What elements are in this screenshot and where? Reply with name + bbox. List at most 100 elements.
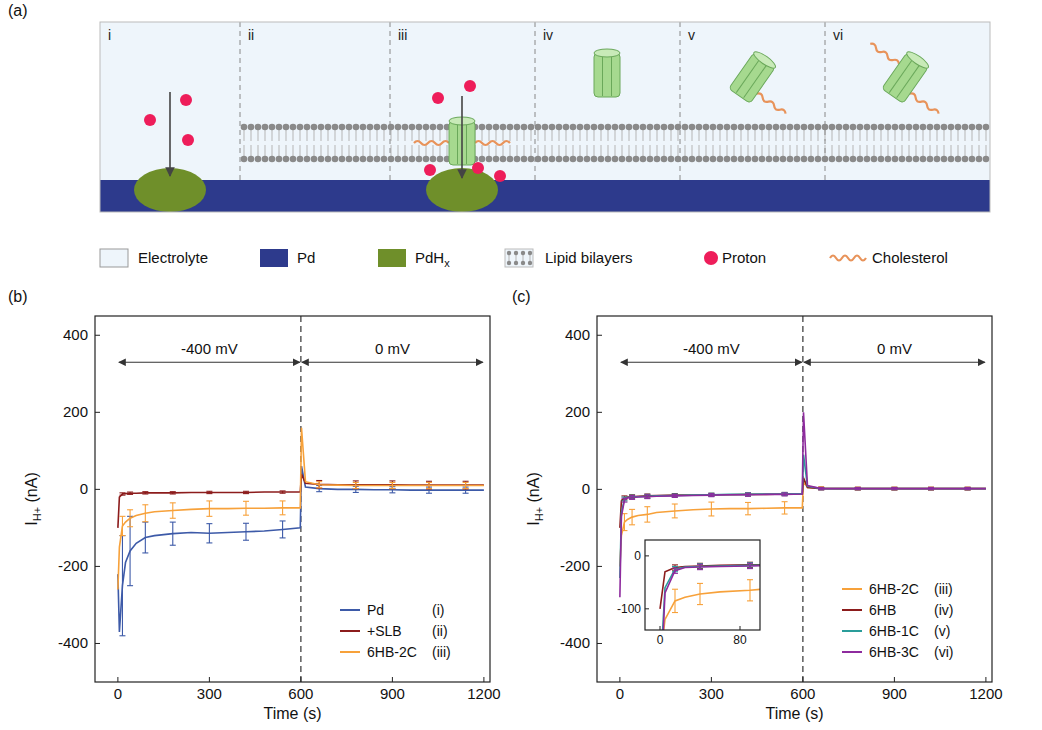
lipid-head (941, 124, 948, 131)
lipid-head (801, 124, 808, 131)
lipid-head (318, 156, 325, 163)
legend-swatch-head (514, 251, 518, 255)
error-bar (243, 501, 249, 515)
error-bar-cap (644, 498, 650, 499)
lipid-head (752, 124, 759, 131)
lipid-head (612, 124, 619, 131)
lipid-head (381, 124, 388, 131)
error-bar-stem (699, 583, 700, 604)
lipid-head (535, 156, 542, 163)
lipid-tail (972, 145, 973, 156)
lipid-tail (370, 145, 371, 156)
lipid-head (423, 124, 430, 131)
error-bar (621, 514, 627, 531)
lipid-tail (958, 145, 959, 156)
error-bar-cap (389, 492, 395, 493)
error-bar-cap (745, 493, 751, 494)
error-bar-cap (891, 487, 897, 488)
error-bar-cap (119, 495, 125, 496)
lipid-tail (797, 130, 798, 141)
error-bar-cap (782, 495, 788, 496)
lipid-head (829, 156, 836, 163)
dna-channel (853, 29, 959, 123)
lipid-tail (622, 130, 623, 141)
lipid-tail (776, 145, 777, 156)
lipid-tail (335, 130, 336, 141)
error-bar (316, 482, 322, 488)
error-bar-cap (280, 537, 286, 538)
lipid-tail (832, 130, 833, 141)
x-tick-label: 600 (790, 685, 815, 702)
lipid-tail (888, 130, 889, 141)
legend-line (340, 651, 360, 653)
error-bar-cap (426, 488, 432, 489)
lipid-tail (321, 130, 322, 141)
lipid-tail (671, 145, 672, 156)
y-axis-title: IH+ (nA) (23, 472, 43, 526)
lipid-head (899, 124, 906, 131)
inset-ground (645, 540, 760, 630)
y-tick (597, 489, 602, 490)
lipid-head (493, 156, 500, 163)
x-tick-label: 300 (699, 685, 724, 702)
error-bar-cap (782, 492, 788, 493)
error-bar-cap (672, 493, 678, 494)
legend-label: 6HB-1C (869, 623, 919, 639)
error-bar-cap (621, 498, 627, 499)
error-bar-cap (747, 568, 753, 569)
lipid-tail (860, 130, 861, 141)
error-bar (697, 583, 703, 604)
lipid-tail (846, 145, 847, 156)
lipid-tail (678, 145, 679, 156)
legend-label: 6HB (869, 602, 896, 618)
lipid-head (892, 156, 899, 163)
error-bar-cap (747, 563, 753, 564)
proton (180, 94, 192, 106)
y-tick (95, 643, 100, 644)
error-bar-cap (745, 514, 751, 515)
error-bar-cap (747, 600, 753, 601)
error-bar-stem (209, 524, 210, 543)
lipid-tail (699, 145, 700, 156)
legend-label: Pd (367, 602, 384, 618)
legend-swatch (830, 256, 866, 261)
lipid-head (430, 124, 437, 131)
y-tick-label: 400 (565, 326, 590, 343)
error-bar-cap (965, 487, 971, 488)
step-label: -400 mV (683, 340, 740, 357)
error-bar (747, 563, 753, 568)
error-bar (672, 494, 678, 497)
error-bar (119, 516, 125, 535)
lipid-head (619, 156, 626, 163)
lipid-head (332, 156, 339, 163)
error-bar-cap (316, 481, 322, 482)
lipid-head (262, 124, 269, 131)
lipid-tail (587, 130, 588, 141)
error-bar (891, 487, 897, 489)
lipid-head (920, 156, 927, 163)
lipid-head (766, 156, 773, 163)
inset-y-tick-label: -100 (617, 602, 641, 616)
lipid-head (241, 156, 248, 163)
error-bar-cap (891, 487, 897, 488)
lipid-tail (328, 130, 329, 141)
lipid-head (276, 124, 283, 131)
lipid-head (948, 156, 955, 163)
lipid-head (738, 156, 745, 163)
lipid-tail (720, 145, 721, 156)
lipid-tail (832, 145, 833, 156)
error-bar-cap (672, 517, 678, 518)
error-bar-cap (142, 521, 148, 522)
error-bar-stem (674, 568, 675, 573)
error-bar-cap (206, 500, 212, 501)
section-label: ii (248, 27, 254, 43)
error-bar-cap (316, 480, 322, 481)
error-bar-stem (122, 536, 123, 636)
lipid-head (570, 156, 577, 163)
lipid-tail (342, 145, 343, 156)
lipid-head (556, 156, 563, 163)
error-bar (818, 487, 824, 489)
lipid-head (899, 156, 906, 163)
cholesterol (756, 92, 787, 115)
error-bar-cap (353, 482, 359, 483)
